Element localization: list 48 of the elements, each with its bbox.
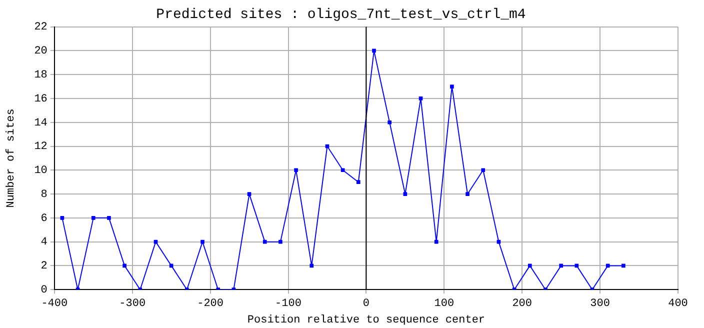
point <box>340 168 345 172</box>
point <box>466 192 470 196</box>
y-axis-title: Number of sites <box>6 108 18 208</box>
x-tick-label: -300 <box>119 298 146 310</box>
y-tick-label: 12 <box>34 141 48 154</box>
x-tick-label: 400 <box>668 298 688 310</box>
point <box>481 168 486 172</box>
point <box>622 264 626 268</box>
y-tick-label: 22 <box>34 22 48 34</box>
x-tick-label: -400 <box>41 298 68 310</box>
point <box>372 48 376 53</box>
x-tick-label: -100 <box>275 298 302 310</box>
y-tick-label: 20 <box>34 46 48 58</box>
point <box>247 192 252 196</box>
x-tick-label: -200 <box>197 298 224 310</box>
point <box>418 96 423 100</box>
y-tick-label: 18 <box>34 69 48 82</box>
point <box>310 264 314 268</box>
point <box>356 180 360 184</box>
y-tick-label: 0 <box>40 284 48 297</box>
x-axis-title: Position relative to sequence center <box>247 314 486 326</box>
x-tick-label: 200 <box>512 298 532 310</box>
chart-title: Predicted sites : oligos_7nt_test_vs_ctrl_m4 <box>156 7 526 24</box>
x-tick-label: 0 <box>362 298 370 310</box>
point <box>434 240 438 244</box>
point <box>559 264 563 268</box>
point <box>403 192 408 196</box>
x-tick-label: 100 <box>434 298 454 310</box>
point <box>262 240 267 244</box>
point <box>60 216 64 220</box>
point <box>122 264 126 268</box>
y-tick-label: 6 <box>40 212 48 225</box>
y-tick-label: 10 <box>34 165 48 178</box>
y-tick-label: 16 <box>34 93 48 106</box>
y-tick-label: 2 <box>40 260 48 273</box>
y-tick-label: 14 <box>34 117 48 130</box>
point <box>200 240 204 244</box>
y-tick-label: 4 <box>40 236 48 249</box>
point <box>278 240 282 244</box>
point <box>91 216 96 220</box>
point <box>388 120 392 124</box>
point <box>450 84 454 88</box>
point <box>606 264 610 268</box>
y-tick-label: 8 <box>40 188 48 201</box>
point <box>107 216 111 220</box>
x-tick-label: 300 <box>590 298 610 310</box>
point <box>528 264 532 268</box>
point <box>294 168 298 172</box>
